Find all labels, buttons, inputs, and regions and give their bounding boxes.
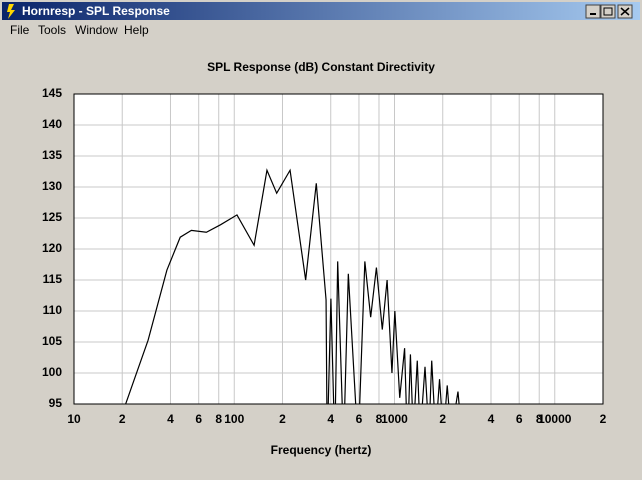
x-axis-label: Frequency (hertz) bbox=[271, 443, 372, 457]
y-tick-label: 120 bbox=[42, 241, 62, 255]
y-tick-label: 130 bbox=[42, 179, 62, 193]
maximize-icon bbox=[603, 7, 613, 16]
window-title: Hornresp - SPL Response bbox=[22, 4, 170, 18]
y-tick-label: 140 bbox=[42, 117, 62, 131]
x-tick-label: 4 bbox=[488, 412, 495, 426]
close-icon bbox=[620, 7, 630, 16]
minimize-button[interactable] bbox=[585, 4, 601, 19]
y-tick-label: 135 bbox=[42, 148, 62, 162]
x-tick-label: 4 bbox=[167, 412, 174, 426]
x-tick-label: 2 bbox=[119, 412, 126, 426]
y-tick-label: 95 bbox=[49, 396, 63, 410]
x-tick-label: 100 bbox=[224, 412, 244, 426]
spl-curve bbox=[125, 168, 460, 404]
window-buttons[interactable] bbox=[585, 4, 633, 19]
menu-item[interactable]: File bbox=[10, 23, 30, 37]
y-tick-label: 100 bbox=[42, 365, 62, 379]
y-tick-label: 110 bbox=[43, 303, 63, 317]
x-tick-label: 10 bbox=[67, 412, 81, 426]
x-tick-label: 2 bbox=[279, 412, 286, 426]
x-tick-label: 4 bbox=[327, 412, 334, 426]
title-bar bbox=[2, 2, 640, 20]
y-tick-label: 115 bbox=[43, 272, 63, 286]
x-tick-label: 8 bbox=[536, 412, 543, 426]
x-tick-label: 2 bbox=[600, 412, 607, 426]
maximize-button[interactable] bbox=[600, 4, 616, 19]
x-tick-label: 6 bbox=[356, 412, 363, 426]
x-tick-label: 6 bbox=[516, 412, 523, 426]
chart-title: SPL Response (dB) Constant Directivity bbox=[207, 60, 435, 74]
menu-item[interactable]: Help bbox=[124, 23, 149, 37]
minimize-icon bbox=[590, 13, 596, 15]
x-tick-label: 8 bbox=[376, 412, 383, 426]
y-tick-label: 145 bbox=[42, 86, 62, 100]
menu-item[interactable]: Window bbox=[75, 23, 118, 37]
plot-border bbox=[73, 93, 604, 405]
y-tick-label: 125 bbox=[42, 210, 62, 224]
menu-bar: File Tools Window Help bbox=[10, 23, 149, 37]
y-tick-label: 105 bbox=[42, 334, 62, 348]
x-tick-label: 10000 bbox=[538, 412, 572, 426]
menu-item[interactable]: Tools bbox=[38, 23, 66, 37]
x-tick-label: 1000 bbox=[381, 412, 408, 426]
app-icon bbox=[7, 4, 15, 19]
x-tick-label: 2 bbox=[439, 412, 446, 426]
x-tick-label: 8 bbox=[215, 412, 222, 426]
x-tick-label: 6 bbox=[195, 412, 202, 426]
